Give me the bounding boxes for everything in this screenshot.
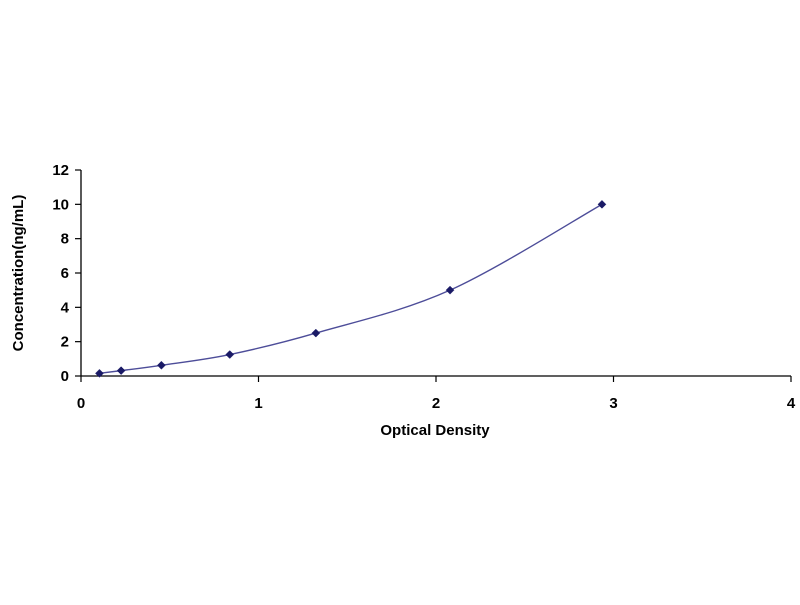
x-axis-title: Optical Density <box>380 422 490 439</box>
data-point-marker <box>95 368 104 378</box>
trend-curve <box>99 203 603 375</box>
data-point-marker <box>311 328 321 338</box>
y-axis-title: Concentration(ng/mL) <box>10 195 27 352</box>
x-tick-label: 1 <box>254 395 262 412</box>
data-point-marker <box>225 350 235 359</box>
y-tick-label: 12 <box>52 162 69 179</box>
x-tick-label: 3 <box>609 395 617 412</box>
axes <box>80 170 791 377</box>
data-point-marker <box>597 199 607 209</box>
x-tick-label: 4 <box>787 395 796 412</box>
trend-curve-layer <box>99 203 603 375</box>
data-point-marker <box>157 360 166 370</box>
data-point-marker <box>116 366 126 375</box>
data-points <box>95 199 607 378</box>
y-tick-label: 10 <box>52 196 69 213</box>
y-tick-label: 8 <box>61 231 69 248</box>
x-tick-label: 2 <box>432 395 440 412</box>
y-tick-label: 6 <box>61 265 69 282</box>
y-tick-label: 4 <box>61 299 70 316</box>
data-point-marker <box>445 285 455 295</box>
y-tick-label: 0 <box>61 368 69 385</box>
y-tick-label: 2 <box>61 334 69 351</box>
x-tick-label: 0 <box>77 395 85 412</box>
